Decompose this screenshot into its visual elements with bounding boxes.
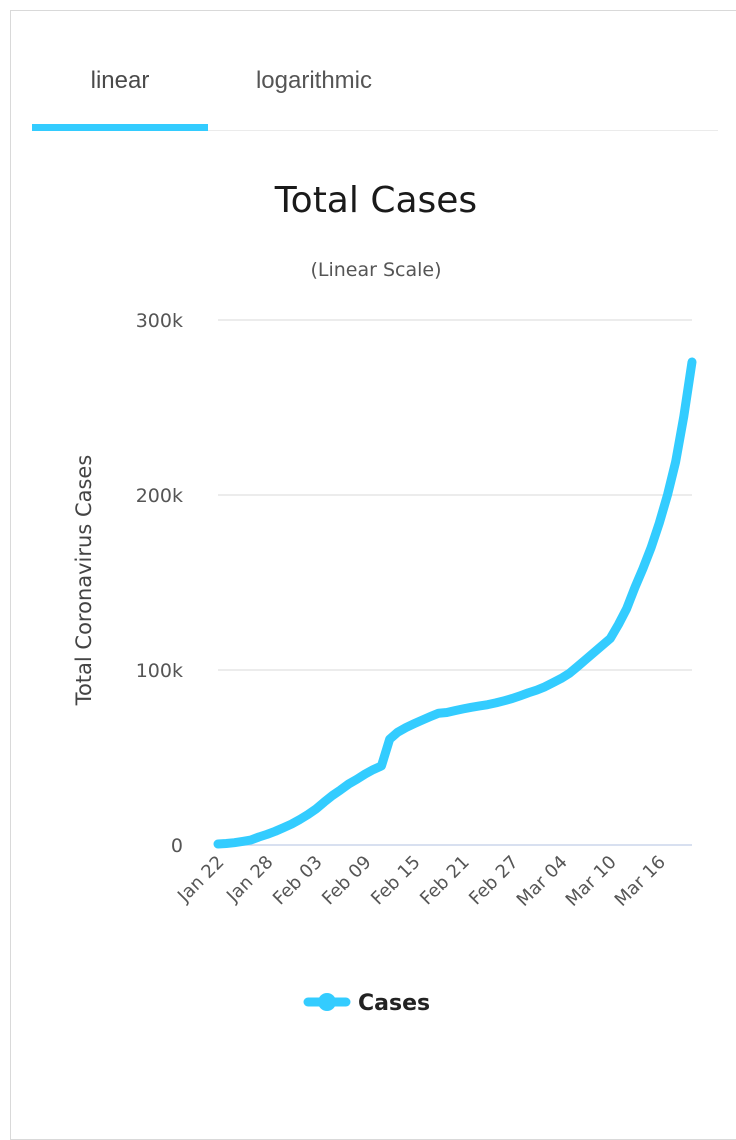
x-tick-label: Feb 21 [416,852,474,910]
chart-panel [10,10,736,1140]
chart-title: Total Cases [274,180,477,221]
legend-marker-icon [318,993,336,1011]
chart-subtitle: (Linear Scale) [310,259,441,281]
tab-logarithmic[interactable]: logarithmic [255,67,373,94]
legend[interactable]: Cases [303,991,430,1016]
x-tick-label: Feb 15 [367,852,425,910]
y-axis-title: Total Coronavirus Cases [72,455,96,707]
y-tick-label: 200k [136,485,183,507]
active-tab-indicator [32,124,208,131]
x-tick-label: Feb 03 [269,852,327,910]
x-tick-label: Jan 22 [173,852,228,907]
y-tick-label: 0 [171,835,183,857]
grid-lines [218,319,692,671]
tab-linear[interactable]: linear [90,67,150,94]
y-tick-label: 100k [136,660,183,682]
x-tick-label: Mar 04 [513,852,572,911]
series-line-cases[interactable] [213,357,697,849]
x-tick-label: Jan 28 [222,852,277,907]
legend-label-cases: Cases [358,991,430,1016]
y-tick-label: 300k [136,310,183,332]
series-layer [213,357,697,849]
x-tick-label: Mar 10 [562,852,621,911]
x-tick-label: Mar 16 [611,852,670,911]
x-tick-label: Feb 09 [318,852,376,910]
scale-tabs: linear logarithmic [32,50,718,131]
x-tick-label: Feb 27 [465,852,523,910]
y-axis-ticks: 0 100k 200k 300k [136,310,183,857]
